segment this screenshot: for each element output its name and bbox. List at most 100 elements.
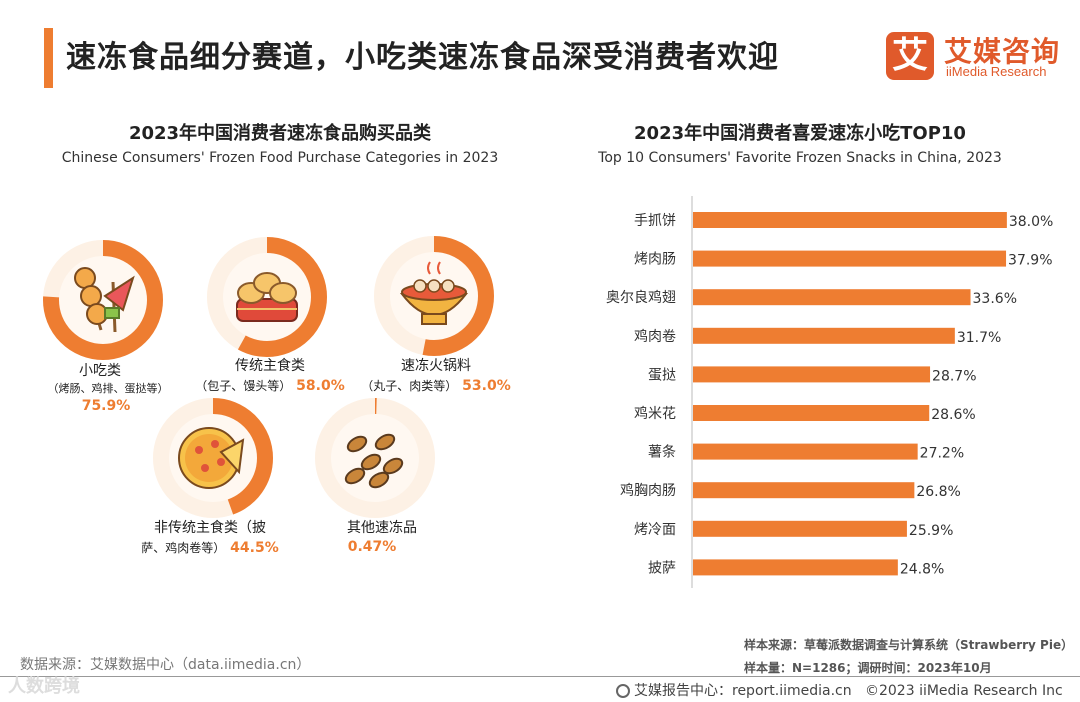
title-accent-bar	[44, 28, 53, 88]
watermark: 人数跨境	[8, 676, 80, 697]
right-chart-title: 2023年中国消费者喜爱速冻小吃TOP10	[634, 123, 966, 144]
category-value: 44.5%	[225, 540, 278, 556]
category-sub-line: 萨、鸡肉卷等） 44.5%	[141, 540, 278, 556]
donut-arc	[207, 237, 327, 357]
value-label: 37.9%	[1008, 253, 1052, 269]
skewer-ball	[74, 267, 96, 289]
donut-1	[43, 240, 163, 360]
pot-ball	[427, 279, 441, 293]
category-label: 鸡米花	[634, 405, 676, 422]
category-label: 烤冷面	[634, 522, 676, 538]
steamed-buns-icon	[236, 272, 298, 322]
page-title: 速冻食品细分赛道，小吃类速冻食品深受消费者欢迎	[66, 40, 779, 75]
logo-mark-icon: 艾	[886, 32, 934, 80]
bar	[693, 366, 931, 383]
category-value: 58.0%	[291, 378, 344, 394]
globe-icon	[616, 684, 630, 698]
value-label: 33.6%	[973, 291, 1017, 307]
category-label: 披萨	[648, 560, 676, 576]
category-name: 传统主食类	[235, 357, 305, 374]
donut-arc	[315, 398, 435, 518]
category-name: 非传统主食类（披	[154, 519, 266, 536]
donut-4	[153, 398, 273, 518]
sample-source: 样本来源：草莓派数据调查与计算系统（Strawberry Pie）	[744, 638, 1074, 652]
category-sub-line: （丸子、肉类等） 53.0%	[361, 378, 510, 394]
bar	[693, 520, 907, 537]
value-label: 38.0%	[1009, 214, 1053, 230]
pepperoni	[195, 446, 203, 454]
pepperoni	[217, 458, 225, 466]
value-label: 25.9%	[909, 523, 953, 539]
data-source: 数据来源：艾媒数据中心（data.iimedia.cn）	[20, 657, 311, 673]
snack-piece	[346, 435, 368, 453]
category-sub: （丸子、肉类等）	[361, 379, 457, 393]
donut-arc	[43, 240, 163, 360]
category-name: 速冻火锅料	[401, 357, 471, 374]
donut-fill	[43, 240, 163, 360]
snack-piece	[368, 471, 390, 489]
brand-logo: 艾 艾媒咨询 iiMedia Research	[886, 30, 1066, 82]
logo-cn-text: 艾媒咨询	[944, 35, 1061, 68]
donut-label-1: 小吃类 （烤肠、鸡排、蛋挞等） 75.9%	[48, 363, 169, 414]
bun	[269, 282, 297, 304]
skewer-meat	[103, 275, 135, 312]
snack-piece	[344, 467, 366, 485]
copyright: ©2023 iiMedia Research Inc	[864, 683, 1063, 699]
donut-label-5: 其他速冻品 0.47%	[347, 519, 417, 555]
pizza-slice	[219, 438, 245, 475]
donut-label-4: 非传统主食类（披萨、鸡肉卷等） 44.5%	[141, 519, 278, 556]
bar	[693, 327, 955, 344]
pepperoni	[201, 464, 209, 472]
pizza-cheese	[185, 434, 233, 482]
category-label: 奥尔良鸡翅	[606, 289, 676, 306]
purchase-category-donuts: 小吃类 （烤肠、鸡排、蛋挞等） 75.9% 传统主食类 （包子、馒头等） 58.0% 速冻…	[43, 236, 511, 556]
skewer-ball	[80, 285, 102, 307]
skewer-veg	[104, 307, 120, 319]
category-value: 0.47%	[348, 539, 397, 555]
footer: 艾媒报告中心：report.iimedia.cn ©2023 iiMedia R…	[616, 680, 1063, 700]
donut-2	[207, 237, 327, 357]
donut-5	[315, 398, 435, 518]
category-sub: （包子、馒头等）	[195, 379, 291, 393]
hotpot-icon	[399, 261, 469, 325]
category-sub: （烤肠、鸡排、蛋挞等）	[48, 381, 169, 395]
steam	[427, 261, 441, 275]
snack-piece	[382, 457, 404, 475]
bar	[693, 405, 930, 421]
right-chart-title-en: Top 10 Consumers' Favorite Frozen Snacks…	[598, 150, 1002, 166]
donut-3	[374, 236, 494, 356]
bar	[693, 559, 898, 576]
donut-arc	[374, 236, 494, 356]
category-name: 其他速冻品	[347, 519, 417, 536]
category-sub: 萨、鸡肉卷等）	[141, 540, 225, 555]
pepperoni	[211, 440, 219, 448]
bar	[693, 212, 1007, 228]
report-center[interactable]: 艾媒报告中心：report.iimedia.cn	[634, 683, 852, 699]
category-value: 53.0%	[457, 378, 510, 394]
value-label: 24.8%	[900, 561, 944, 577]
category-label: 手抓饼	[634, 213, 676, 229]
donut-label-2: 传统主食类 （包子、馒头等） 58.0%	[195, 357, 344, 394]
pot-stand	[421, 313, 447, 325]
snack-piece	[374, 433, 396, 451]
category-label: 鸡肉卷	[634, 328, 676, 345]
donut-arc	[153, 398, 273, 518]
snack-piece	[360, 453, 382, 471]
logo-en-text: iiMedia Research	[946, 64, 1047, 79]
category-label: 烤肉肠	[634, 252, 676, 268]
category-name: 小吃类	[79, 363, 121, 379]
category-label: 鸡胸肉肠	[620, 482, 676, 499]
value-label: 28.7%	[932, 368, 976, 384]
footer-divider	[0, 676, 1080, 677]
bar	[693, 250, 1007, 267]
pizza-icon	[178, 427, 245, 489]
bar	[693, 289, 971, 306]
skewer-icon	[74, 267, 135, 333]
donut-label-3: 速冻火锅料 （丸子、肉类等） 53.0%	[361, 357, 510, 394]
left-chart-title: 2023年中国消费者速冻食品购买品类	[128, 123, 432, 144]
category-value: 75.9%	[82, 398, 131, 414]
value-label: 26.8%	[916, 484, 960, 500]
value-label: 28.6%	[931, 407, 975, 423]
category-label: 薯条	[648, 444, 676, 461]
